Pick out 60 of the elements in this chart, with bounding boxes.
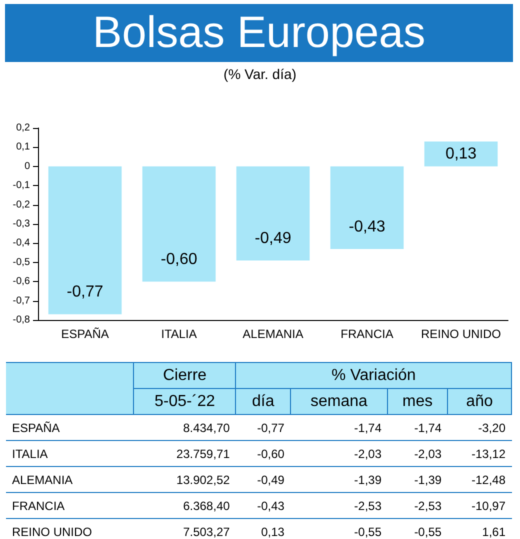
x-tick-label: ESPAÑA <box>61 327 109 341</box>
y-tick-label: -0,4 <box>12 238 30 249</box>
y-tick-label: -0,8 <box>12 314 30 326</box>
text: -0,77 <box>236 414 290 440</box>
text: semana <box>290 388 388 414</box>
text: -1,39 <box>388 466 448 492</box>
text: -12,48 <box>448 466 512 492</box>
text: -1,39 <box>290 466 388 492</box>
data-label: -0,49 <box>254 230 292 247</box>
text: -2,03 <box>388 440 448 466</box>
text: año <box>448 388 512 414</box>
y-tick-label: -0,6 <box>12 276 30 288</box>
y-tick-label: -0,7 <box>12 295 30 306</box>
text: 0,13 <box>236 518 290 539</box>
data-label: -0,60 <box>160 251 198 268</box>
data-label: -0,77 <box>66 284 104 301</box>
text: -1,74 <box>290 414 388 440</box>
data-label: 0,13 <box>445 145 477 162</box>
text: 7.503,27 <box>134 518 236 539</box>
y-tick-label: 0 <box>24 160 30 172</box>
text: -0,60 <box>236 440 290 466</box>
text: Cierre <box>134 362 236 388</box>
text: -0,43 <box>236 492 290 518</box>
text: 5-05-´22 <box>134 388 236 414</box>
text: -0,55 <box>290 518 388 539</box>
x-tick-label: ITALIA <box>161 327 197 341</box>
category-label: ALEMANIA <box>6 466 134 492</box>
text: -13,12 <box>448 440 512 466</box>
category-label: REINO UNIDO <box>6 518 134 539</box>
category-label: ITALIA <box>6 440 134 466</box>
text: -2,03 <box>290 440 388 466</box>
y-tick-label: 0,1 <box>16 142 30 153</box>
text: 23.759,71 <box>134 440 236 466</box>
text: -2,53 <box>388 492 448 518</box>
text: -0,55 <box>388 518 448 539</box>
text: -10,97 <box>448 492 512 518</box>
y-tick-label: -0,2 <box>12 199 30 210</box>
data-label: -0,43 <box>348 218 386 236</box>
text: día <box>236 388 290 414</box>
text: 1,61 <box>448 518 512 539</box>
x-tick-label: ALEMANIA <box>242 327 304 341</box>
text: -0,49 <box>236 466 290 492</box>
chart-title: Bolsas Europeas <box>5 4 513 62</box>
y-tick-label: -0,3 <box>12 218 30 230</box>
category-label: ESPAÑA <box>6 414 134 440</box>
chart-subtitle: (% Var. día) <box>222 66 298 82</box>
y-tick-label: -0,1 <box>12 180 30 192</box>
category-label: FRANCIA <box>6 492 134 518</box>
text: -3,20 <box>448 414 512 440</box>
text: mes <box>388 388 448 414</box>
x-tick-label: REINO UNIDO <box>420 327 502 341</box>
text: 13.902,52 <box>134 466 236 492</box>
text: -1,74 <box>388 414 448 440</box>
text: % Variación <box>236 362 512 388</box>
text: 8.434,70 <box>134 414 236 440</box>
text: 6.368,40 <box>134 492 236 518</box>
y-tick-label: 0,2 <box>16 122 30 134</box>
text: -2,53 <box>290 492 388 518</box>
x-tick-label: FRANCIA <box>340 327 394 341</box>
y-tick-label: -0,5 <box>12 256 30 268</box>
